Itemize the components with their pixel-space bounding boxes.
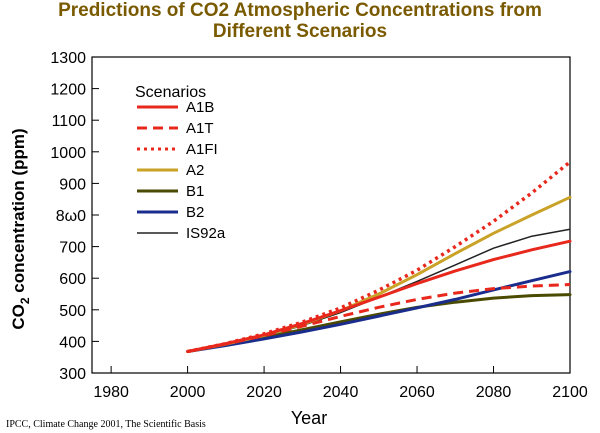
y-tick-label: 1300 — [50, 50, 86, 67]
y-tick-label: 600 — [59, 271, 86, 288]
y-tick-label: 1100 — [52, 113, 87, 130]
y-axis-label: CO2 concentration (ppm) — [9, 128, 32, 329]
x-tick-label: 2100 — [552, 384, 588, 401]
y-tick-label: 500 — [59, 303, 86, 320]
legend-title: Scenarios — [135, 84, 206, 101]
y-tick-label: 700 — [59, 240, 86, 257]
y-tick-label: 1200 — [50, 82, 86, 99]
legend-label-a1t: A1T — [186, 120, 214, 137]
legend-label-a2: A2 — [186, 162, 204, 179]
y-tick-label: 900 — [59, 176, 86, 193]
x-tick-label: 2000 — [170, 384, 206, 401]
series-line-is92a — [186, 228, 571, 353]
y-tick-label: 8ω0 — [56, 208, 86, 225]
legend-label-a1fi: A1FI — [186, 141, 218, 158]
y-tick-label: 1000 — [50, 145, 86, 162]
y-tick-label: 300 — [59, 366, 86, 383]
source-credit: IPCC, Climate Change 2001, The Scientifi… — [6, 419, 206, 430]
series-line-a2 — [186, 195, 572, 353]
legend-label-a1b: A1B — [186, 99, 214, 116]
chart-title: Predictions of CO2 Atmospheric Concentra… — [0, 0, 600, 42]
x-tick-label: 2020 — [246, 384, 282, 401]
legend-label-b1: B1 — [186, 183, 204, 200]
series-line-a1fi — [187, 160, 572, 354]
title-line-1: Predictions of CO2 Atmospheric Concentra… — [58, 0, 542, 21]
x-tick-label: 2040 — [323, 384, 359, 401]
legend-label-b2: B2 — [186, 204, 204, 221]
x-tick-label: 2080 — [476, 384, 512, 401]
y-tick-label: 400 — [59, 334, 86, 351]
x-tick-label: 1980 — [93, 384, 129, 401]
title-line-2: Different Scenarios — [212, 21, 388, 42]
axes: 300 400 500 600 700 8ω0 900 1000 1100 1200 1300 198… — [9, 50, 588, 428]
x-axis-label: Year — [291, 408, 327, 428]
x-tick-label: 2060 — [399, 384, 435, 401]
legend-label-is92a: IS92a — [186, 225, 226, 242]
series-layer — [186, 160, 572, 354]
